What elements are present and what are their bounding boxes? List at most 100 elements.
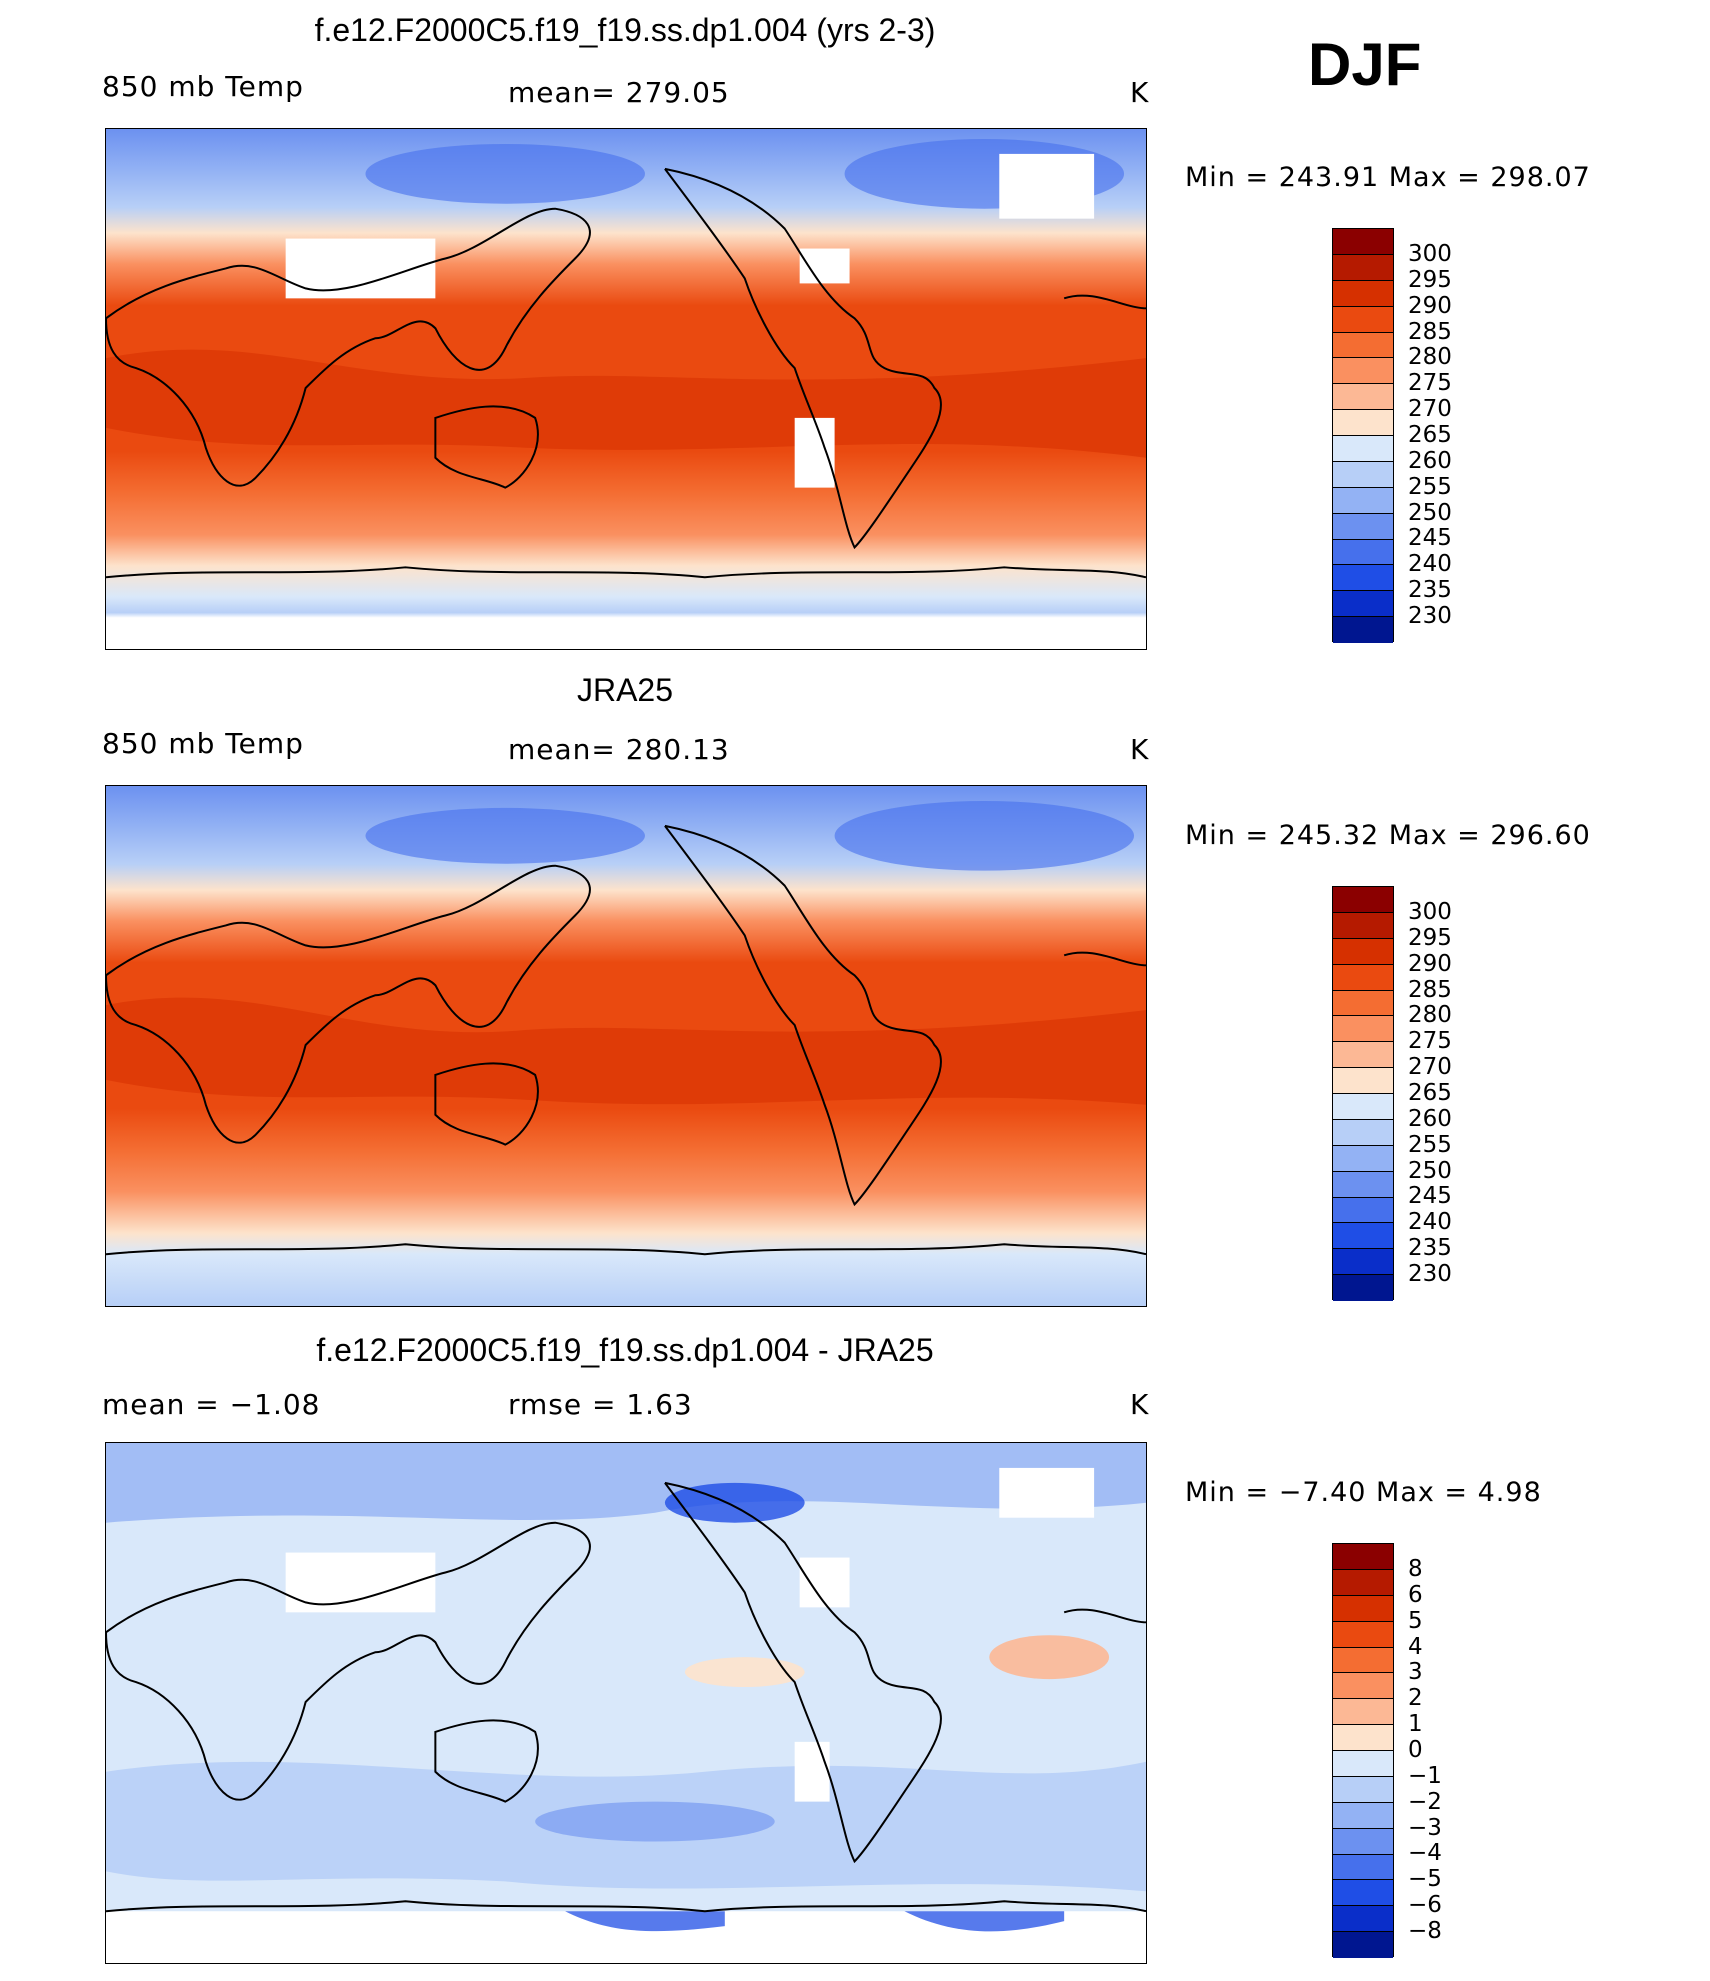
colorbar-1-box <box>1333 332 1393 359</box>
colorbar-2-box <box>1333 964 1393 991</box>
colorbar-3-box <box>1333 1880 1393 1907</box>
colorbar-2-box <box>1333 1249 1393 1276</box>
colorbar-1-tick: 280 <box>1408 344 1452 370</box>
panel-3-antarctica <box>106 1911 1146 1963</box>
panel-3-cold-core <box>664 1482 805 1523</box>
panel-3-map <box>105 1442 1147 1964</box>
colorbar-2-tick: 270 <box>1408 1054 1452 1080</box>
colorbar-3-box <box>1333 1828 1393 1855</box>
colorbar-2-tick: 260 <box>1408 1106 1452 1132</box>
panel-3-warm-patch-2 <box>989 1635 1110 1680</box>
panel-2-map <box>105 785 1147 1307</box>
panel-1-minmax: Min = 243.91 Max = 298.07 <box>1185 162 1591 193</box>
panel-2-units: K <box>1130 733 1150 766</box>
colorbar-1-box <box>1333 513 1393 540</box>
panel-3-cold-antarctic <box>565 1911 725 1932</box>
colorbar-1-box <box>1333 410 1393 436</box>
colorbar-1-tick: 295 <box>1408 267 1452 293</box>
colorbar-2-tick: 295 <box>1408 925 1452 951</box>
colorbar-1-tick: 240 <box>1408 551 1452 577</box>
colorbar-3-tick: −2 <box>1408 1789 1442 1815</box>
colorbar-1-tick: 275 <box>1408 370 1452 396</box>
panel-2-cold-region-2 <box>834 800 1135 871</box>
colorbar-3-box <box>1333 1906 1393 1933</box>
colorbar-2-tick: 290 <box>1408 951 1452 977</box>
colorbar-1-tick: 265 <box>1408 422 1452 448</box>
panel-3-minmax: Min = −7.40 Max = 4.98 <box>1185 1477 1542 1508</box>
panel-1-cold-region <box>365 143 645 204</box>
colorbar-2-box <box>1333 1171 1393 1198</box>
colorbar-2-tick: 300 <box>1408 899 1452 925</box>
colorbar-1-tick: 250 <box>1408 500 1452 526</box>
colorbar-3-tick: −4 <box>1408 1840 1442 1866</box>
colorbar-1-tick: 285 <box>1408 319 1452 345</box>
colorbar-1-box <box>1333 384 1393 411</box>
colorbar-2-box <box>1333 912 1393 939</box>
colorbar-2-box <box>1333 938 1393 965</box>
panel-1-left-label: 850 mb Temp <box>102 70 304 103</box>
colorbar-3-tick: 5 <box>1408 1608 1423 1634</box>
panel-1-missing-rockies <box>799 248 850 284</box>
colorbar-1-box <box>1333 280 1393 307</box>
colorbar-2-box <box>1333 1068 1393 1094</box>
colorbar-1-box <box>1333 254 1393 281</box>
season-label: DJF <box>1308 31 1422 98</box>
colorbar-1-tick: 260 <box>1408 448 1452 474</box>
colorbar-2-tick: 280 <box>1408 1002 1452 1028</box>
colorbar-3-tick: −1 <box>1408 1763 1442 1789</box>
colorbar-1-tick: 255 <box>1408 474 1452 500</box>
colorbar-3-tick: 0 <box>1408 1737 1423 1763</box>
panel-3-map-svg <box>106 1443 1146 1963</box>
colorbar-1-box <box>1333 461 1393 488</box>
panel-1-units: K <box>1130 76 1150 109</box>
panel-3-missing-greenland <box>999 1467 1095 1518</box>
colorbar-3-tick: 1 <box>1408 1711 1423 1737</box>
colorbar-1-box <box>1333 358 1393 385</box>
colorbar-3-box <box>1333 1776 1393 1803</box>
colorbar-3-box <box>1333 1932 1393 1958</box>
colorbar-1-box <box>1333 306 1393 333</box>
colorbar-3-box <box>1333 1751 1393 1777</box>
colorbar-1-box <box>1333 487 1393 514</box>
colorbar-2-tick: 230 <box>1408 1261 1452 1287</box>
panel-3-rmse-label: rmse = 1.63 <box>508 1388 693 1421</box>
colorbar-3-tick: −5 <box>1408 1866 1442 1892</box>
colorbar-1-box <box>1333 229 1393 255</box>
colorbar-2-tick: 245 <box>1408 1183 1452 1209</box>
colorbar-2-tick: 240 <box>1408 1209 1452 1235</box>
colorbar-2-tick: 275 <box>1408 1028 1452 1054</box>
colorbar-1-tick: 230 <box>1408 603 1452 629</box>
colorbar-3-tick: −8 <box>1408 1918 1442 1944</box>
colorbar-3-box <box>1333 1647 1393 1674</box>
colorbar-2-tick: 265 <box>1408 1080 1452 1106</box>
panel-2-title: JRA25 <box>576 672 674 708</box>
colorbar-2 <box>1332 886 1394 1301</box>
colorbar-2-tick: 235 <box>1408 1235 1452 1261</box>
panel-2-warm-band <box>106 997 1146 1105</box>
colorbar-3-box <box>1333 1854 1393 1881</box>
colorbar-3-tick: −3 <box>1408 1815 1442 1841</box>
colorbar-1-box <box>1333 591 1393 618</box>
colorbar-3-box <box>1333 1544 1393 1570</box>
panel-2-map-svg <box>106 786 1146 1306</box>
panel-2-left-label: 850 mb Temp <box>102 727 304 760</box>
panel-3-mean-label: mean = −1.08 <box>102 1388 321 1421</box>
colorbar-1-tick: 300 <box>1408 241 1452 267</box>
colorbar-3-tick: 4 <box>1408 1634 1423 1660</box>
colorbar-3-tick: 8 <box>1408 1556 1423 1582</box>
panel-2-minmax: Min = 245.32 Max = 296.60 <box>1185 820 1591 851</box>
panel-1-title: f.e12.F2000C5.f19_f19.ss.dp1.004 (yrs 2-… <box>314 12 936 48</box>
colorbar-1-box <box>1333 617 1393 643</box>
colorbar-2-box <box>1333 990 1393 1017</box>
panel-3-warm-patch <box>684 1657 805 1688</box>
colorbar-2-box <box>1333 887 1393 913</box>
colorbar-3-box <box>1333 1621 1393 1648</box>
panel-1-map-svg <box>106 129 1146 649</box>
colorbar-3-box <box>1333 1699 1393 1726</box>
panel-3-missing-andes <box>794 1741 830 1802</box>
colorbar-2-box <box>1333 1145 1393 1172</box>
panel-3-north-band <box>106 1443 1146 1523</box>
panel-1-missing-greenland <box>999 153 1095 219</box>
colorbar-2-box <box>1333 1223 1393 1250</box>
colorbar-1-box <box>1333 436 1393 462</box>
